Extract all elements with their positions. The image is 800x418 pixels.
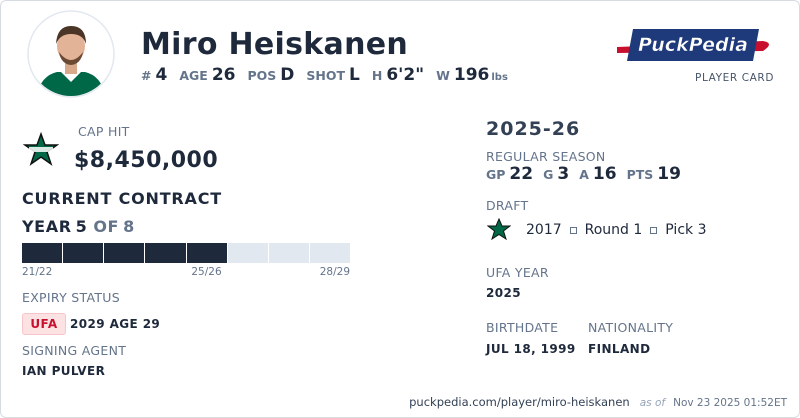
ufa-year-label: UFA YEAR — [486, 265, 549, 280]
draft-round: Round 1 — [584, 222, 643, 238]
season-title: 2025-26 — [486, 118, 581, 140]
stat-label: GP — [486, 167, 506, 182]
stat-label: G — [543, 167, 554, 182]
season-label: 25/26 — [191, 266, 222, 278]
agent-label: SIGNING AGENT — [22, 343, 127, 358]
brand-logo: PuckPedia — [617, 29, 769, 61]
contract-segment — [104, 243, 145, 263]
as-of: as of — [639, 397, 666, 409]
contract-segment — [309, 243, 350, 263]
timestamp: Nov 23 2025 01:52ET — [673, 397, 787, 409]
stat-value: 16 — [592, 164, 617, 184]
info-value: D — [280, 65, 295, 85]
ufa-badge: UFA — [22, 313, 66, 335]
info-value: 4 — [155, 65, 168, 85]
expiry-detail: 2029 AGE 29 — [70, 317, 161, 331]
info-label: POS — [247, 68, 277, 83]
season-label: 21/22 — [22, 266, 53, 278]
footer-url[interactable]: puckpedia.com/player/miro-heiskanen — [409, 395, 630, 409]
draft-info: 2017 Round 1 Pick 3 — [526, 223, 706, 237]
contract-segment — [227, 243, 268, 263]
info-label: SHOT — [306, 68, 346, 83]
contract-segment — [268, 243, 309, 263]
agent-name: IAN PULVER — [22, 364, 106, 378]
avatar — [27, 10, 115, 98]
contract-year: YEAR 5 OF 8 — [22, 219, 135, 235]
contract-bar — [22, 243, 350, 263]
info-value: 196 — [453, 65, 490, 85]
of-label: OF — [93, 217, 120, 236]
stat-label: PTS — [626, 167, 654, 182]
footer: puckpedia.com/player/miro-heiskanen as o… — [409, 395, 787, 409]
nationality: FINLAND — [588, 342, 651, 356]
team-logo — [23, 132, 59, 166]
birthdate: JUL 18, 1999 — [486, 342, 576, 356]
info-label: W — [436, 68, 450, 83]
stat-value: 19 — [657, 164, 681, 184]
contract-segment — [22, 243, 63, 263]
stat-label: A — [579, 167, 589, 182]
info-value: 26 — [211, 65, 236, 85]
draft-team-logo — [487, 218, 511, 240]
contract-segment — [186, 243, 227, 263]
contract-segment — [63, 243, 104, 263]
season-label: 28/29 — [319, 266, 350, 278]
cap-hit: $8,450,000 — [74, 148, 219, 173]
info-unit: lbs — [491, 72, 508, 83]
draft-label: DRAFT — [486, 198, 529, 213]
brand-name: PuckPedia — [638, 34, 748, 56]
expiry-label: EXPIRY STATUS — [22, 290, 120, 305]
contract-segment — [145, 243, 186, 263]
nationality-label: NATIONALITY — [588, 320, 674, 335]
info-label: AGE — [179, 68, 208, 83]
info-label: H — [371, 68, 383, 83]
player-name: Miro Heiskanen — [141, 27, 409, 62]
season-stats: GP 22 G 3 A 16 PTS 19 — [486, 166, 691, 183]
total-years: 8 — [123, 217, 135, 236]
info-label: # — [141, 68, 152, 83]
ufa-year: 2025 — [486, 286, 521, 300]
info-value: L — [349, 65, 360, 85]
year-label: YEAR — [22, 217, 72, 236]
draft-pick: Pick 3 — [665, 222, 707, 238]
contract-title: CURRENT CONTRACT — [22, 189, 222, 208]
stat-value: 3 — [557, 164, 570, 184]
separator — [650, 226, 658, 234]
separator — [569, 226, 577, 234]
draft-year: 2017 — [526, 222, 562, 238]
season-label: REGULAR SEASON — [486, 149, 606, 164]
info-value: 6'2" — [386, 65, 425, 85]
cap-hit-label: CAP HIT — [78, 124, 130, 139]
stat-value: 22 — [509, 164, 534, 184]
year-value: 5 — [75, 217, 88, 236]
birthdate-label: BIRTHDATE — [486, 320, 559, 335]
player-info: #4 AGE 26 POS D SHOT L H 6'2" W 196 lbs — [141, 67, 508, 84]
brand-subtitle: PLAYER CARD — [695, 72, 774, 84]
